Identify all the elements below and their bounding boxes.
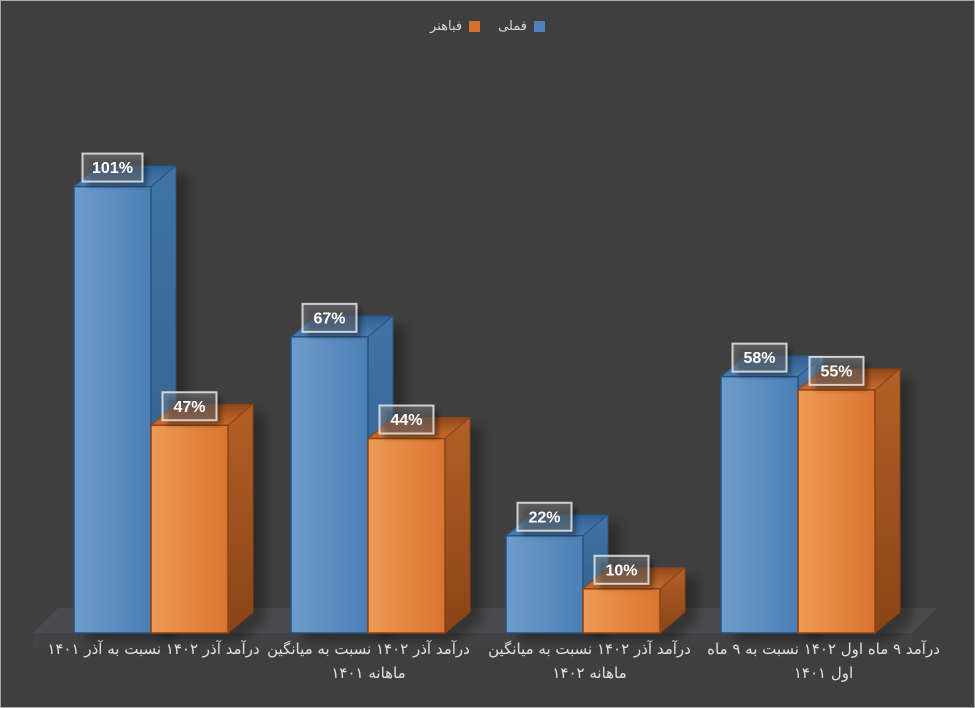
- data-label-text: 22%: [528, 509, 560, 526]
- bar-series2-cat1[interactable]: [149, 403, 255, 635]
- data-label-box: [161, 391, 218, 422]
- bar-front-face: [797, 389, 876, 634]
- bar-series2-cat2[interactable]: [366, 416, 472, 635]
- legend-item-series-2[interactable]: فباهنر: [430, 19, 481, 34]
- legend-item-series-1[interactable]: فملی: [498, 19, 545, 34]
- data-label-box: [81, 152, 144, 183]
- data-label: 58%: [731, 342, 792, 377]
- legend-swatch-icon: [533, 21, 545, 32]
- legend-item-label: فباهنر: [430, 19, 463, 34]
- data-label: 22%: [516, 501, 577, 536]
- bar-series2-cat4[interactable]: [796, 367, 902, 635]
- data-label: 55%: [808, 355, 869, 390]
- data-label-box: [731, 342, 788, 373]
- bar-front-face: [505, 535, 584, 634]
- bar-front-face: [720, 375, 799, 634]
- bar-side-face: [444, 416, 471, 635]
- bar-front-face: [150, 424, 229, 634]
- bar-side-face: [227, 403, 254, 635]
- bar-front-face: [367, 437, 446, 634]
- data-label-box: [808, 355, 865, 386]
- data-label: 101%: [81, 152, 148, 187]
- category-label: درآمد آذر ۱۴۰۲ نسبت به آذر ۱۴۰۱: [47, 640, 260, 658]
- chart-legend: فملی فباهنر: [1, 19, 974, 34]
- category-label: درآمد آذر ۱۴۰۲ نسبت به میانگین ماهانه ۱۴…: [267, 640, 470, 682]
- data-label: 67%: [301, 302, 362, 337]
- data-label-text: 55%: [820, 363, 852, 380]
- legend-item-label: فملی: [498, 19, 527, 34]
- data-label-text: 47%: [173, 399, 205, 416]
- data-label: 44%: [378, 404, 439, 439]
- bar-side-face: [874, 367, 901, 635]
- category-label: درآمد ۹ ماه اول ۱۴۰۲ نسبت به ۹ ماه اول ۱…: [707, 640, 940, 682]
- data-label: 47%: [161, 391, 222, 426]
- data-label-text: 44%: [390, 412, 422, 429]
- data-label: 10%: [593, 554, 654, 589]
- bar-front-face: [290, 336, 369, 634]
- data-label-text: 10%: [605, 562, 637, 579]
- data-label-box: [593, 554, 650, 585]
- data-label-text: 67%: [313, 310, 345, 327]
- data-label-box: [378, 404, 435, 435]
- data-label-text: 58%: [743, 350, 775, 367]
- floor-3d-front: [33, 633, 912, 648]
- bar-front-face: [73, 185, 152, 634]
- legend-swatch-icon: [469, 21, 481, 32]
- data-label-box: [516, 501, 573, 532]
- category-label: درآمد آذر ۱۴۰۲ نسبت به میانگین ماهانه ۱۴…: [488, 640, 691, 682]
- data-label-text: 101%: [92, 160, 133, 177]
- data-label-box: [301, 302, 358, 333]
- bar-front-face: [582, 588, 661, 634]
